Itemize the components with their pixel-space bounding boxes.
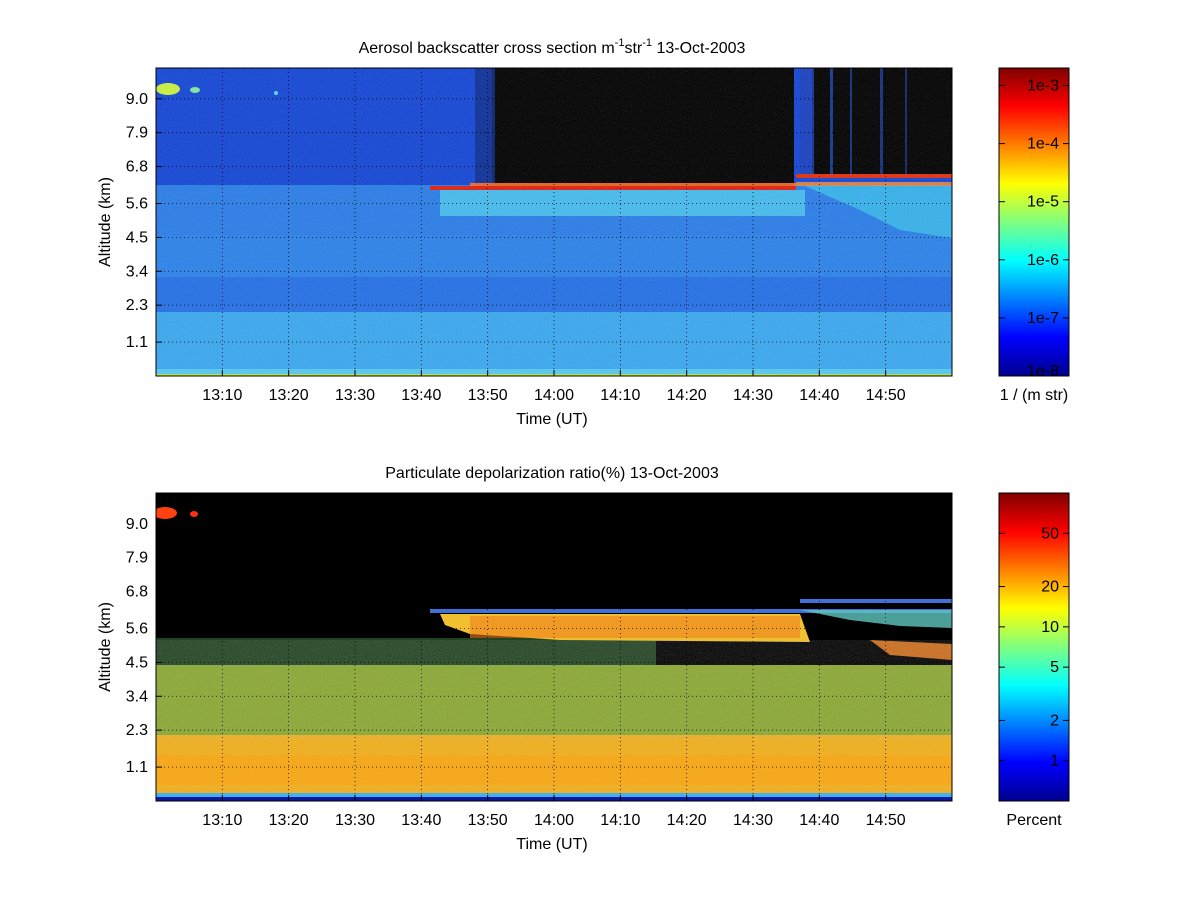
x-tick-label: 14:50 xyxy=(866,812,906,829)
colorbar-tick-label: 1e-3 xyxy=(1027,77,1059,94)
depolarization-colorbar-label: Percent xyxy=(1006,812,1062,829)
backscatter-grid xyxy=(156,68,952,376)
x-tick-label: 14:40 xyxy=(799,387,839,404)
backscatter-colorbar xyxy=(998,67,1070,377)
depolarization-x-ticks: 13:10 13:20 13:30 13:40 13:50 14:00 14:10 14:20… xyxy=(202,795,906,829)
x-tick-label: 14:00 xyxy=(534,812,574,829)
y-tick-label: 7.9 xyxy=(126,550,148,567)
backscatter-ylabel: Altitude (km) xyxy=(97,177,114,267)
y-tick-label: 5.6 xyxy=(126,621,148,638)
x-tick-label: 13:50 xyxy=(468,812,508,829)
y-tick-label: 2.3 xyxy=(126,722,148,739)
backscatter-title: Aerosol backscatter cross section m-1str… xyxy=(359,37,746,57)
backscatter-colorbar-label: 1 / (m str) xyxy=(1000,387,1068,404)
x-tick-label: 13:40 xyxy=(401,387,441,404)
y-tick-label: 6.8 xyxy=(126,159,148,176)
colorbar-tick-label: 1e-5 xyxy=(1027,194,1059,211)
y-tick-label: 3.4 xyxy=(126,688,148,705)
colorbar-tick-label: 1 xyxy=(1050,753,1059,770)
y-tick-label: 4.5 xyxy=(126,229,148,246)
backscatter-heatmap xyxy=(156,68,952,376)
depolarization-grid xyxy=(156,493,952,801)
y-tick-label: 3.4 xyxy=(126,263,148,280)
x-tick-label: 13:10 xyxy=(202,387,242,404)
x-tick-label: 14:20 xyxy=(667,387,707,404)
depolarization-colorbar-ticks: 1 2 5 10 20 50 xyxy=(999,525,1069,770)
y-tick-label: 9.0 xyxy=(126,516,148,533)
x-tick-label: 13:20 xyxy=(269,387,309,404)
x-tick-label: 14:30 xyxy=(733,812,773,829)
y-tick-label: 2.3 xyxy=(126,297,148,314)
x-tick-label: 13:50 xyxy=(468,387,508,404)
y-tick-label: 4.5 xyxy=(126,654,148,671)
depolarization-heatmap xyxy=(156,493,952,801)
colorbar-tick-label: 1e-8 xyxy=(1027,363,1059,380)
colorbar-tick-label: 1e-6 xyxy=(1027,252,1059,269)
depolarization-ylabel: Altitude (km) xyxy=(97,602,114,692)
x-tick-label: 13:20 xyxy=(269,812,309,829)
colorbar-tick-label: 50 xyxy=(1041,525,1059,542)
y-tick-label: 7.9 xyxy=(126,125,148,142)
x-tick-label: 14:10 xyxy=(600,812,640,829)
depolarization-title: Particulate depolarization ratio(%) 13-O… xyxy=(385,465,719,482)
x-tick-label: 14:20 xyxy=(667,812,707,829)
y-tick-label: 1.1 xyxy=(126,759,148,776)
x-tick-label: 14:40 xyxy=(799,812,839,829)
x-tick-label: 13:40 xyxy=(401,812,441,829)
backscatter-panel: Aerosol backscatter cross section m-1str… xyxy=(97,37,1070,428)
depolarization-xlabel: Time (UT) xyxy=(516,836,587,853)
y-tick-label: 9.0 xyxy=(126,91,148,108)
depolarization-panel: Particulate depolarization ratio(%) 13-O… xyxy=(97,465,1070,853)
depolarization-colorbar xyxy=(998,492,1070,802)
backscatter-y-ticks: 1.1 2.3 3.4 4.5 5.6 6.8 7.9 9.0 xyxy=(126,91,162,351)
x-tick-label: 14:30 xyxy=(733,387,773,404)
y-tick-label: 5.6 xyxy=(126,196,148,213)
x-tick-label: 14:50 xyxy=(866,387,906,404)
backscatter-colorbar-ticks: 1e-8 1e-7 1e-6 1e-5 1e-4 1e-3 xyxy=(999,77,1069,380)
x-tick-label: 14:10 xyxy=(600,387,640,404)
colorbar-tick-label: 5 xyxy=(1050,659,1059,676)
y-tick-label: 6.8 xyxy=(126,584,148,601)
colorbar-tick-label: 10 xyxy=(1041,619,1059,636)
colorbar-tick-label: 1e-7 xyxy=(1027,310,1059,327)
x-tick-label: 13:10 xyxy=(202,812,242,829)
x-tick-label: 14:00 xyxy=(534,387,574,404)
colorbar-tick-label: 20 xyxy=(1041,579,1059,596)
backscatter-x-ticks: 13:10 13:20 13:30 13:40 13:50 14:00 14:10 14:20… xyxy=(202,370,906,404)
y-tick-label: 1.1 xyxy=(126,334,148,351)
colorbar-tick-label: 2 xyxy=(1050,712,1059,729)
colorbar-tick-label: 1e-4 xyxy=(1027,136,1059,153)
x-tick-label: 13:30 xyxy=(335,812,375,829)
depolarization-y-ticks: 1.1 2.3 3.4 4.5 5.6 6.8 7.9 9.0 xyxy=(126,516,162,776)
x-tick-label: 13:30 xyxy=(335,387,375,404)
backscatter-xlabel: Time (UT) xyxy=(516,411,587,428)
